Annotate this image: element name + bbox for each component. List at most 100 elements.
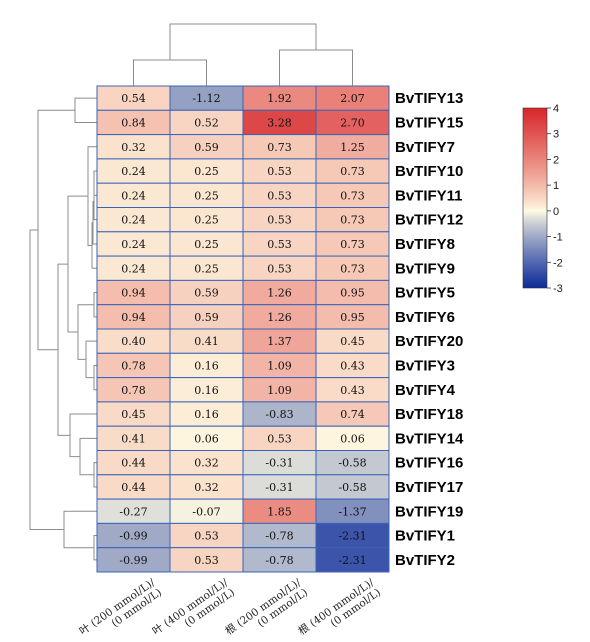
cell-value-label: 0.45 — [121, 408, 146, 421]
legend-tick-label: -3 — [553, 283, 563, 295]
cell-value-label: 0.24 — [121, 238, 146, 251]
cell-value-label: -0.99 — [119, 530, 147, 543]
heatmap-cell — [315, 231, 390, 257]
cell-value-label: 0.40 — [121, 335, 146, 348]
row-label: BvTIFY15 — [395, 114, 463, 131]
legend-tick-label: -2 — [553, 257, 563, 269]
heatmap-cell — [169, 328, 244, 354]
heatmap-cell — [96, 134, 171, 160]
heatmap-cell — [169, 474, 244, 500]
cell-value-label: 0.43 — [340, 359, 365, 372]
cell-value-label: 0.94 — [121, 287, 146, 300]
heatmap-cell — [169, 231, 244, 257]
cell-value-label: -0.58 — [338, 457, 366, 470]
heatmap-cell — [169, 425, 244, 452]
cell-value-label: 1.25 — [340, 141, 365, 154]
cell-value-label: 0.16 — [194, 384, 219, 397]
cell-value-label: 0.95 — [340, 287, 365, 300]
heatmap-cell — [169, 182, 244, 208]
cell-value-label: -0.78 — [265, 554, 293, 567]
heatmap-cell — [315, 377, 390, 403]
cell-value-label: 0.25 — [194, 189, 219, 202]
cell-value-label: 0.95 — [340, 311, 365, 324]
cell-value-label: 2.70 — [340, 116, 365, 129]
heatmap-cell — [242, 474, 317, 500]
heatmap-cells: 0.54 -1.12 1.92 2.07 0.84 0.52 3.28 2.70 0.32 0.5… — [96, 85, 390, 573]
row-label: BvTIFY16 — [395, 455, 463, 472]
cell-value-label: 1.26 — [267, 311, 292, 324]
heatmap-cell — [242, 522, 317, 549]
row-label: BvTIFY4 — [395, 382, 456, 399]
cell-value-label: 0.53 — [267, 189, 292, 202]
cell-value-label: 0.54 — [121, 92, 146, 105]
heatmap-cell — [242, 328, 317, 354]
heatmap-cell — [169, 279, 244, 306]
heatmap-cell — [242, 377, 317, 403]
row-dendrogram — [29, 97, 97, 561]
cell-value-label: 0.25 — [194, 165, 219, 178]
cell-value-label: 0.94 — [121, 311, 146, 324]
cell-value-label: 0.73 — [340, 165, 365, 178]
cell-value-label: 0.45 — [340, 335, 365, 348]
cell-value-label: 1.85 — [267, 505, 292, 518]
cell-value-label: 0.53 — [267, 214, 292, 227]
heatmap-cell — [242, 109, 317, 136]
column-labels: 叶 (200 mmol/L)/(0 mmol/L)叶 (400 mmol/L)/… — [77, 576, 383, 638]
heatmap-cell — [315, 182, 390, 208]
cell-value-label: 0.16 — [194, 408, 219, 421]
cell-value-label: -0.58 — [338, 481, 366, 494]
cell-value-label: 0.73 — [340, 189, 365, 202]
heatmap-cell — [96, 450, 171, 476]
cell-value-label: 0.06 — [194, 432, 219, 445]
column-label: 根 (400 mmol/L)/(0 mmol/L) — [296, 576, 383, 638]
row-label: BvTIFY2 — [395, 552, 455, 569]
heatmap-cell — [242, 134, 317, 160]
cell-value-label: -2.31 — [338, 530, 366, 543]
row-label: BvTIFY5 — [395, 285, 455, 302]
column-label: 根 (200 mmol/L)/(0 mmol/L) — [223, 576, 310, 638]
heatmap-cell — [315, 304, 390, 330]
heatmap-cell — [242, 498, 317, 524]
row-label: BvTIFY19 — [395, 503, 463, 520]
cell-value-label: 0.53 — [267, 262, 292, 275]
cell-value-label: 0.53 — [194, 554, 219, 567]
column-label: 叶 (400 mmol/L)/(0 mmol/L) — [150, 576, 237, 637]
cell-value-label: 0.25 — [194, 214, 219, 227]
heatmap-cell — [315, 158, 390, 184]
dendrogram-branch — [279, 49, 353, 86]
cell-value-label: 2.07 — [340, 92, 365, 105]
heatmap-cell — [169, 158, 244, 184]
cell-value-label: 3.28 — [267, 116, 292, 129]
heatmap-cell — [242, 547, 317, 573]
cell-value-label: -0.27 — [119, 505, 147, 518]
heatmap-cell — [315, 450, 390, 476]
cell-value-label: 1.26 — [267, 287, 292, 300]
heatmap-cell — [242, 304, 317, 330]
cell-value-label: 0.44 — [121, 457, 146, 470]
dendrogram-branch — [133, 59, 207, 86]
heatmap-cell — [315, 352, 390, 379]
row-label: BvTIFY3 — [395, 357, 455, 374]
dendrogram-branch — [69, 413, 97, 458]
cell-value-label: 0.59 — [194, 141, 219, 154]
column-dendrogram — [133, 23, 353, 86]
row-label: BvTIFY17 — [395, 479, 463, 496]
cell-value-label: 0.59 — [194, 311, 219, 324]
cell-value-label: -0.07 — [192, 505, 220, 518]
row-label: BvTIFY18 — [395, 406, 463, 423]
heatmap-cell — [96, 158, 171, 184]
cell-value-label: 0.44 — [121, 481, 146, 494]
cell-value-label: 0.52 — [194, 116, 219, 129]
dendrogram-branch — [93, 183, 97, 221]
dendrogram-branch — [37, 109, 75, 351]
cell-value-label: -1.37 — [338, 505, 366, 518]
cell-value-label: 0.25 — [194, 262, 219, 275]
cell-value-label: 0.24 — [121, 165, 146, 178]
heatmap-cell — [96, 109, 171, 136]
heatmap-cell — [169, 547, 244, 573]
heatmap-cell — [315, 207, 390, 233]
heatmap-cell — [315, 328, 390, 354]
row-label: BvTIFY11 — [395, 187, 463, 204]
heatmap-cell — [315, 401, 390, 427]
